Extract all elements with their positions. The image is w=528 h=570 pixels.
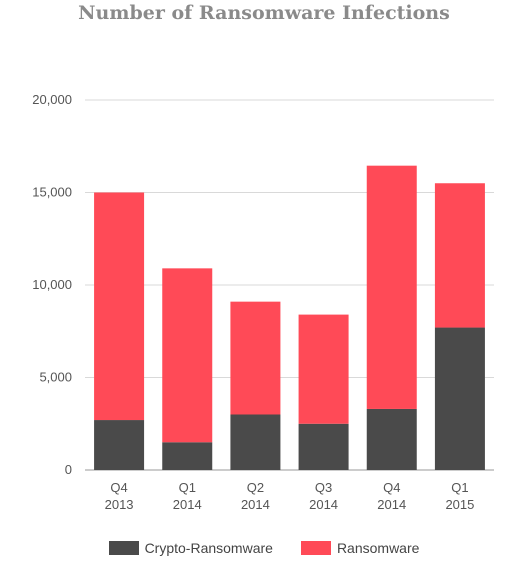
bar-segment-crypto-ransomware — [434, 327, 485, 470]
legend-item-crypto-ransomware[interactable]: Crypto-Ransomware — [108, 540, 273, 556]
legend-item-ransomware[interactable]: Ransomware — [300, 540, 420, 556]
bar-segment-crypto-ransomware — [94, 420, 145, 470]
bar-segment-crypto-ransomware — [298, 423, 349, 470]
bar-chart: 0 5,000 10,000 15,000 20,000 Q4 2013 Q1 2014 Q2 20… — [32, 92, 494, 512]
x-tick-label: Q3 2014 — [309, 480, 338, 512]
x-tick-label: Q4 2013 — [105, 480, 134, 512]
y-tick-label: 0 — [65, 462, 72, 477]
x-tick-label: Q1 2014 — [173, 480, 202, 512]
bar-segment-ransomware — [298, 314, 349, 424]
legend-label-crypto-ransomware: Crypto-Ransomware — [144, 540, 273, 556]
bar-segment-crypto-ransomware — [366, 408, 417, 470]
x-tick-label: Q4 2014 — [377, 480, 406, 512]
legend: Crypto-Ransomware Ransomware — [0, 540, 528, 556]
y-tick-label: 20,000 — [32, 92, 72, 107]
y-tick-label: 10,000 — [32, 277, 72, 292]
legend-label-ransomware: Ransomware — [336, 540, 420, 556]
y-tick-label: 15,000 — [32, 185, 72, 200]
bar-segment-crypto-ransomware — [162, 442, 213, 470]
bar-segment-ransomware — [230, 301, 281, 415]
legend-swatch-ransomware — [300, 541, 331, 555]
bar-segment-crypto-ransomware — [230, 414, 281, 470]
bar-segment-ransomware — [94, 192, 145, 421]
bar-segment-ransomware — [162, 268, 213, 443]
bar-segment-ransomware — [434, 183, 485, 328]
x-tick-label: Q2 2014 — [241, 480, 270, 512]
chart-title: Number of Ransomware Infections — [78, 2, 450, 24]
y-tick-label: 5,000 — [39, 370, 72, 385]
x-tick-label: Q1 2015 — [445, 480, 474, 512]
legend-swatch-crypto-ransomware — [108, 541, 139, 555]
bar-segment-ransomware — [366, 165, 417, 409]
